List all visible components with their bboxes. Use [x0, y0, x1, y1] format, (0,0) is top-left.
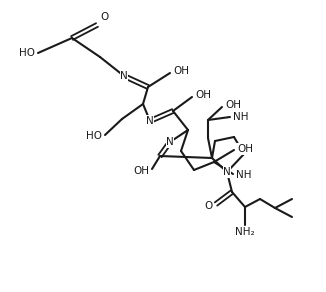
- Text: O: O: [100, 12, 108, 22]
- Text: NH: NH: [233, 112, 248, 122]
- Text: N: N: [223, 167, 231, 177]
- Text: NH: NH: [236, 170, 251, 180]
- Text: OH: OH: [225, 100, 241, 110]
- Text: OH: OH: [195, 90, 211, 100]
- Text: N: N: [120, 71, 128, 81]
- Text: NH₂: NH₂: [235, 227, 255, 237]
- Text: O: O: [205, 201, 213, 211]
- Text: OH: OH: [133, 166, 149, 176]
- Text: N: N: [166, 137, 174, 147]
- Text: N: N: [146, 116, 154, 126]
- Text: HO: HO: [86, 131, 102, 141]
- Text: OH: OH: [237, 144, 253, 154]
- Text: HO: HO: [19, 48, 35, 58]
- Text: OH: OH: [173, 66, 189, 76]
